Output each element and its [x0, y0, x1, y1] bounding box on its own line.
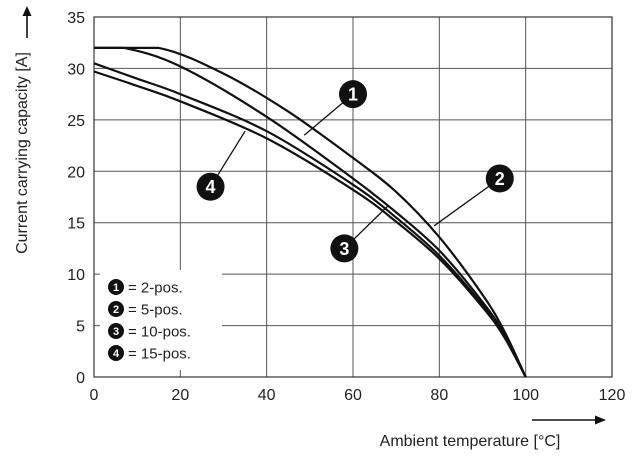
- y-axis-arrow: [22, 6, 32, 38]
- legend-marker-2: 2: [108, 301, 124, 317]
- series-line-3: [93, 62, 527, 378]
- grid: [93, 16, 613, 378]
- badge-number: 2: [113, 304, 119, 316]
- legend-label-4: = 15-pos.: [128, 346, 191, 363]
- legend-marker-3: 3: [108, 323, 124, 339]
- legend-label-3: = 10-pos.: [128, 324, 191, 341]
- x-tick-label: 20: [171, 387, 189, 404]
- legend-label-1: = 2-pos.: [128, 280, 183, 297]
- series-lines: [93, 46, 527, 378]
- badge-circle: [330, 234, 359, 263]
- x-axis-arrow: [532, 415, 606, 425]
- badge-circle: [108, 301, 124, 317]
- callouts: 1 2 3 4: [196, 80, 514, 263]
- callout-badge-2: 2: [485, 164, 514, 193]
- badge-number: 3: [339, 239, 349, 259]
- badge-circle: [196, 172, 225, 201]
- series-line-1: [94, 46, 527, 378]
- plot-frame: [93, 16, 613, 378]
- badge-circle: [108, 345, 124, 361]
- callout-badge-3: 3: [330, 234, 359, 263]
- badge-circle: [339, 80, 367, 109]
- y-tick-label: 0: [76, 370, 85, 387]
- y-tick-label: 10: [67, 267, 85, 284]
- y-tick-label: 15: [67, 216, 85, 233]
- callout-badge-4: 4: [196, 172, 225, 201]
- x-tick-label: 40: [258, 387, 276, 404]
- y-tick-label: 5: [76, 319, 85, 336]
- series-line-2: [94, 46, 527, 378]
- badge-number: 2: [495, 169, 505, 189]
- badge-number: 4: [206, 177, 216, 197]
- series-line-4: [93, 70, 527, 378]
- legend-marker-4: 4: [108, 345, 124, 361]
- x-axis-title: Ambient temperature [°C]: [380, 433, 561, 450]
- badge-number: 1: [113, 282, 119, 294]
- legend-marker-1: 1: [108, 279, 124, 295]
- badge-circle: [108, 279, 124, 295]
- badge-number: 3: [113, 326, 119, 338]
- badge-circle: [108, 323, 124, 339]
- badge-number: 1: [348, 85, 358, 105]
- legend-label-2: = 5-pos.: [128, 302, 183, 319]
- callout-badge-1: 1: [339, 80, 367, 109]
- x-tick-label: 60: [344, 387, 362, 404]
- tick-labels: 0 20 40 60 80 100 120 0 5 10 15 20 25 30 35: [67, 10, 625, 404]
- badge-number: 4: [113, 348, 120, 360]
- y-tick-label: 30: [67, 61, 85, 78]
- legend: 1 = 2-pos. 2 = 5-pos. 3 = 10-pos. 4 = 15-pos.: [100, 270, 222, 370]
- x-tick-label: 100: [512, 387, 539, 404]
- y-tick-label: 20: [67, 164, 85, 181]
- x-tick-label: 80: [430, 387, 448, 404]
- x-tick-label: 0: [90, 387, 99, 404]
- x-tick-label: 120: [599, 387, 626, 404]
- badge-circle: [485, 164, 514, 193]
- y-tick-label: 35: [67, 10, 85, 27]
- y-axis-title: Current carrying capacity [A]: [14, 52, 31, 254]
- y-tick-label: 25: [67, 113, 85, 130]
